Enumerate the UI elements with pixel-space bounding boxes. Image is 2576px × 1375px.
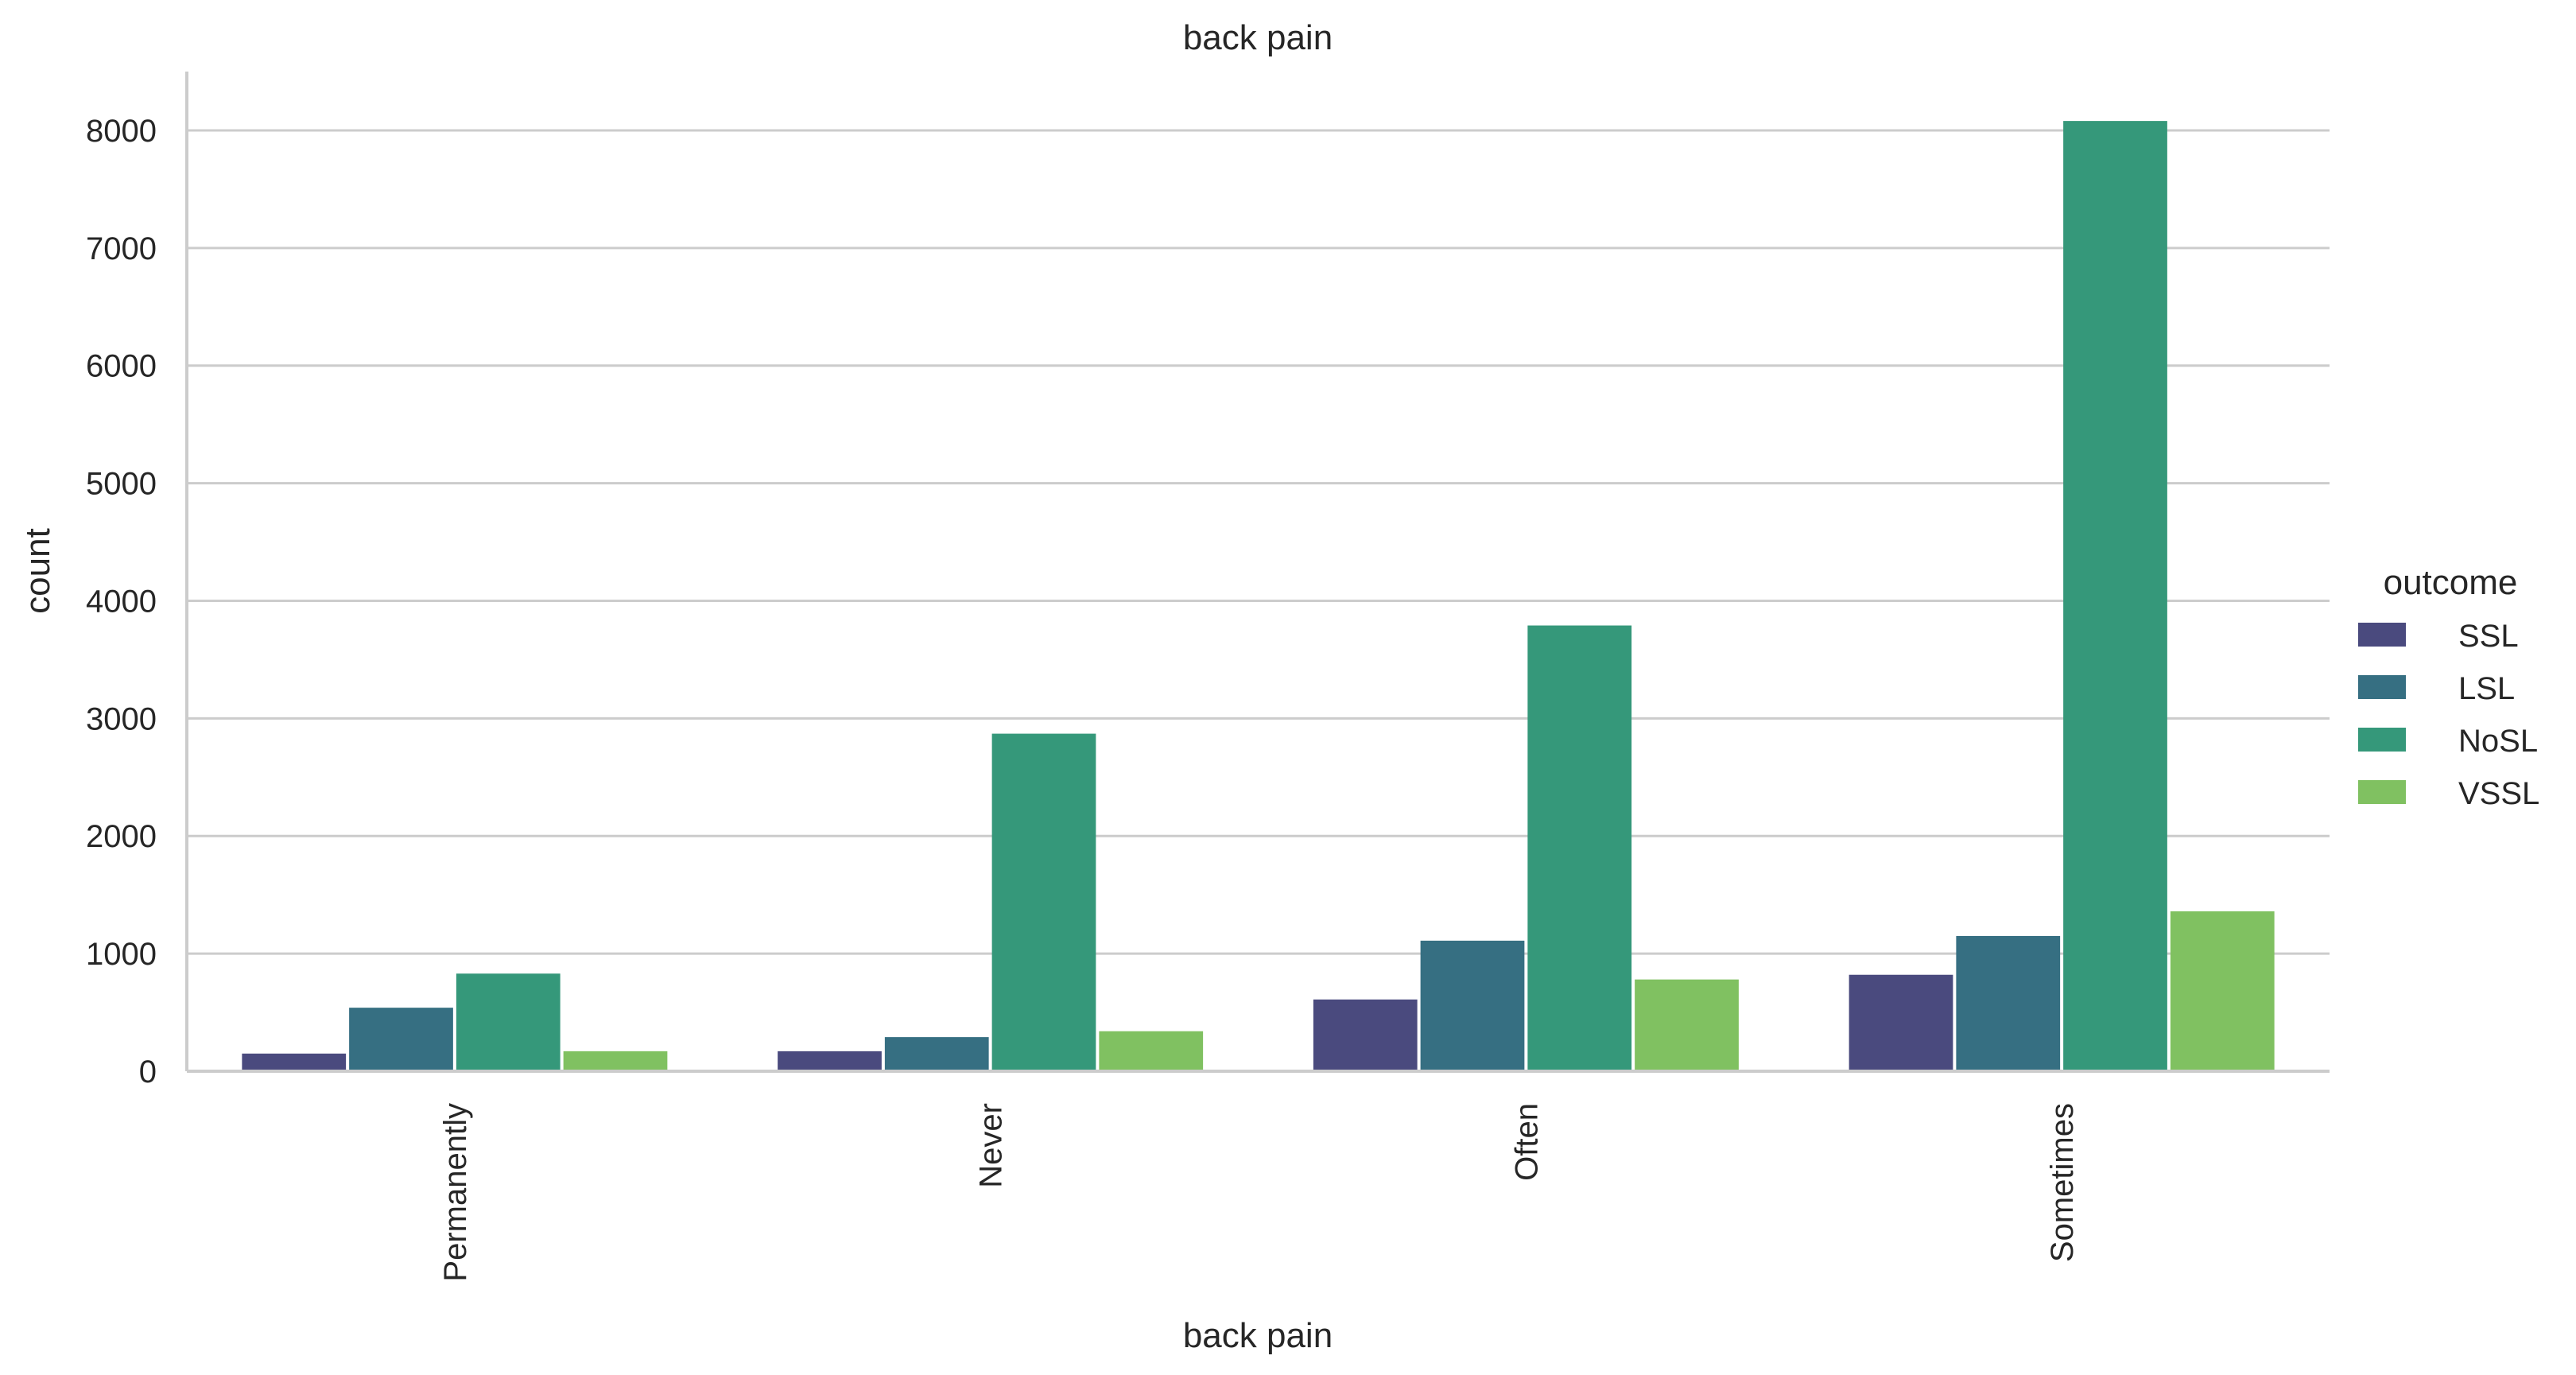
bar-nosl-sometimes (2063, 121, 2167, 1071)
legend-swatch (2358, 728, 2406, 752)
legend: outcome SSL LSL NoSL VSSL (2358, 563, 2539, 811)
bar-vssl-permanently (563, 1051, 668, 1071)
x-tick-label: Never (974, 1103, 1009, 1188)
bar-nosl-permanently (456, 973, 561, 1071)
y-tick-label: 8000 (86, 114, 157, 149)
y-tick-label: 3000 (86, 701, 157, 736)
bar-ssl-never (778, 1051, 882, 1071)
legend-label: VSSL (2458, 776, 2539, 811)
y-tick-label: 5000 (86, 467, 157, 502)
legend-label: NoSL (2458, 724, 2538, 759)
bar-vssl-never (1099, 1031, 1204, 1071)
x-axis-label: back pain (1183, 1316, 1333, 1355)
legend-label: SSL (2458, 619, 2519, 654)
x-tick-label: Sometimes (2045, 1103, 2080, 1262)
legend-title: outcome (2384, 563, 2518, 602)
bar-vssl-often (1635, 979, 1739, 1071)
y-tick-label: 2000 (86, 819, 157, 854)
y-gridlines (187, 129, 2330, 955)
bar-lsl-never (884, 1037, 989, 1071)
legend-label: LSL (2458, 671, 2515, 706)
y-tick-label: 6000 (86, 349, 157, 384)
bar-vssl-sometimes (2170, 911, 2275, 1071)
bar-ssl-often (1313, 999, 1418, 1071)
y-tick-label: 4000 (86, 584, 157, 619)
legend-swatch (2358, 675, 2406, 699)
y-tick-label: 7000 (86, 231, 157, 266)
legend-swatch (2358, 623, 2406, 647)
chart-title: back pain (1183, 18, 1333, 57)
y-tick-label: 0 (139, 1055, 157, 1090)
x-tick-labels: Permanently Never Often Sometimes (438, 1103, 2080, 1282)
bar-lsl-sometimes (1956, 935, 2061, 1071)
y-tick-labels: 0 1000 2000 3000 4000 5000 6000 7000 8000 (86, 114, 157, 1090)
y-tick-label: 1000 (86, 937, 157, 972)
bar-ssl-sometimes (1849, 974, 1953, 1071)
legend-items: SSL LSL NoSL VSSL (2358, 619, 2539, 811)
bar-ssl-permanently (242, 1053, 347, 1071)
bar-lsl-often (1420, 940, 1525, 1071)
bar-nosl-never (991, 733, 1096, 1071)
bar-nosl-often (1527, 625, 1632, 1071)
y-axis-label: count (18, 528, 57, 614)
bars (242, 121, 2275, 1071)
legend-swatch (2358, 780, 2406, 804)
x-tick-label: Permanently (438, 1103, 473, 1282)
x-tick-label: Often (1509, 1103, 1544, 1181)
bar-lsl-permanently (349, 1008, 453, 1071)
